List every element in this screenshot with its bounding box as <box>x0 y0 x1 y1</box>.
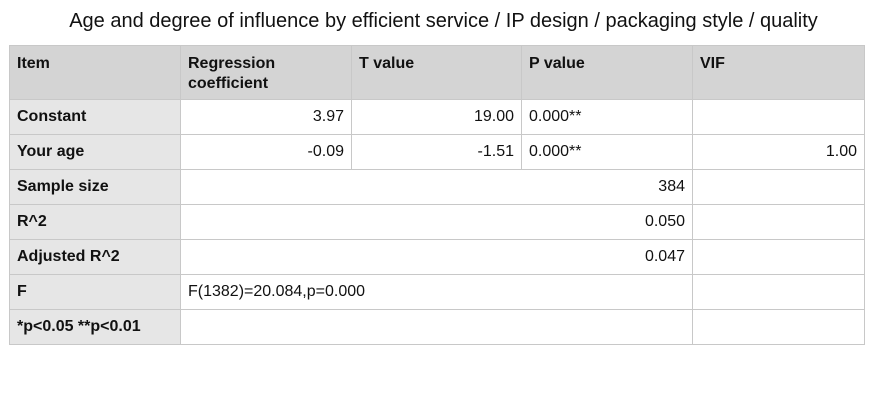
table-row-f: F F(1382)=20.084,p=0.000 <box>9 274 865 310</box>
cell-merged-value <box>180 309 693 345</box>
cell-vif <box>692 99 865 135</box>
row-label: R^2 <box>9 204 181 240</box>
header-vif: VIF <box>692 45 865 100</box>
row-label: Your age <box>9 134 181 170</box>
table-row-r-squared: R^2 0.050 <box>9 204 865 240</box>
regression-table: Item Regression coefficient T value P va… <box>9 45 865 345</box>
table-row-sample-size: Sample size 384 <box>9 169 865 205</box>
table-row-age: Your age -0.09 -1.51 0.000** 1.00 <box>9 134 865 170</box>
table-row-constant: Constant 3.97 19.00 0.000** <box>9 99 865 135</box>
cell-empty <box>692 274 865 310</box>
header-regression-coefficient: Regression coefficient <box>180 45 352 100</box>
row-label: *p<0.05 **p<0.01 <box>9 309 181 345</box>
row-label: Constant <box>9 99 181 135</box>
row-label: F <box>9 274 181 310</box>
cell-empty <box>692 204 865 240</box>
cell-p-value: 0.000** <box>521 99 693 135</box>
cell-coefficient: 3.97 <box>180 99 352 135</box>
cell-vif: 1.00 <box>692 134 865 170</box>
row-label: Sample size <box>9 169 181 205</box>
header-t-value: T value <box>351 45 522 100</box>
cell-t-value: 19.00 <box>351 99 522 135</box>
cell-coefficient: -0.09 <box>180 134 352 170</box>
row-label: Adjusted R^2 <box>9 239 181 275</box>
table-title: Age and degree of influence by efficient… <box>69 10 818 32</box>
header-item: Item <box>9 45 181 100</box>
table-row-significance-note: *p<0.05 **p<0.01 <box>9 309 865 345</box>
cell-empty <box>692 239 865 275</box>
cell-t-value: -1.51 <box>351 134 522 170</box>
cell-merged-value: F(1382)=20.084,p=0.000 <box>180 274 693 310</box>
table-row-adjusted-r-squared: Adjusted R^2 0.047 <box>9 239 865 275</box>
cell-empty <box>692 169 865 205</box>
header-row: Item Regression coefficient T value P va… <box>9 45 865 100</box>
cell-empty <box>692 309 865 345</box>
cell-merged-value: 384 <box>180 169 693 205</box>
cell-merged-value: 0.047 <box>180 239 693 275</box>
cell-merged-value: 0.050 <box>180 204 693 240</box>
header-p-value: P value <box>521 45 693 100</box>
cell-p-value: 0.000** <box>521 134 693 170</box>
